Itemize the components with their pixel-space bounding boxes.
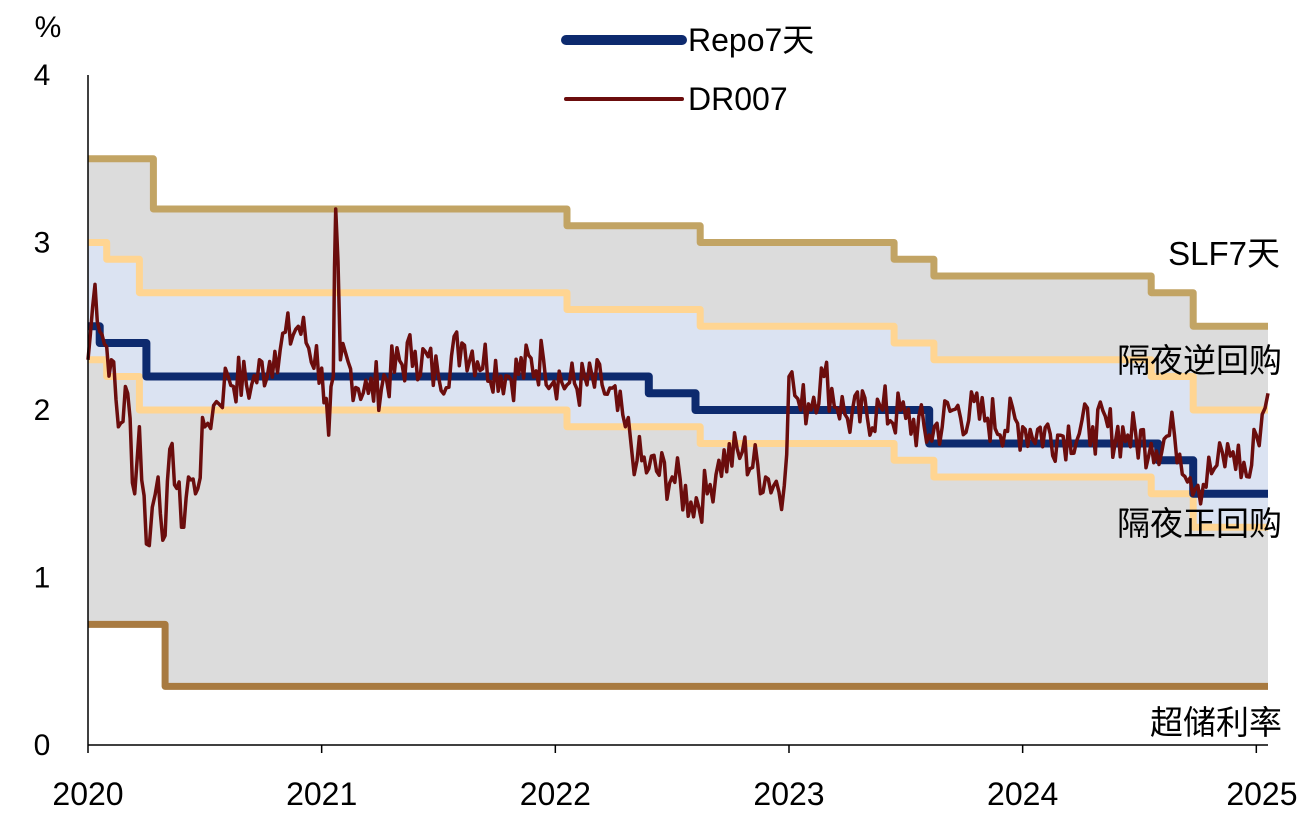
slf7-label: SLF7天 [1168, 235, 1280, 272]
legend-label: DR007 [688, 81, 788, 117]
x-tick-label: 2025 [1226, 776, 1297, 812]
x-tick-label: 2021 [286, 776, 357, 812]
legend-dr007: DR007 [564, 81, 788, 117]
y-tick-label: 3 [34, 227, 51, 260]
x-tick-label: 2024 [987, 776, 1058, 812]
y-tick-label: 0 [34, 729, 51, 762]
legend-label: Repo7天 [688, 22, 814, 58]
x-tick-label: 2020 [52, 776, 123, 812]
x-tick-label: 2023 [753, 776, 824, 812]
y-tick-label: 1 [34, 562, 51, 595]
excess-reserve-label: 超储利率 [1150, 704, 1282, 741]
slf7-line [88, 155, 1268, 330]
x-tick-label: 2022 [520, 776, 591, 812]
bands-group [88, 158, 1268, 687]
overnight-repo-line [88, 356, 1268, 531]
inner-corridor-band [88, 242, 1268, 528]
dr007-line [86, 207, 1270, 548]
legend-repo7: Repo7天 [561, 22, 814, 58]
overnight-repo-label: 隔夜正回购 [1117, 505, 1282, 542]
y-axis-unit-label: % [35, 11, 62, 44]
overnight-reverse-repo-label: 隔夜逆回购 [1117, 342, 1282, 379]
excess-reserve-line [88, 620, 1268, 690]
series-lines-group [86, 155, 1270, 690]
legend: Repo7天 DR007 [561, 22, 814, 117]
y-tick-label: 2 [34, 394, 51, 427]
axes-group: 0 1 2 3 4 2020 2021 2022 2023 2024 2025% [34, 11, 1298, 812]
y-tick-label: 4 [34, 59, 51, 92]
overnight-reverse-repo-line [88, 239, 1268, 414]
